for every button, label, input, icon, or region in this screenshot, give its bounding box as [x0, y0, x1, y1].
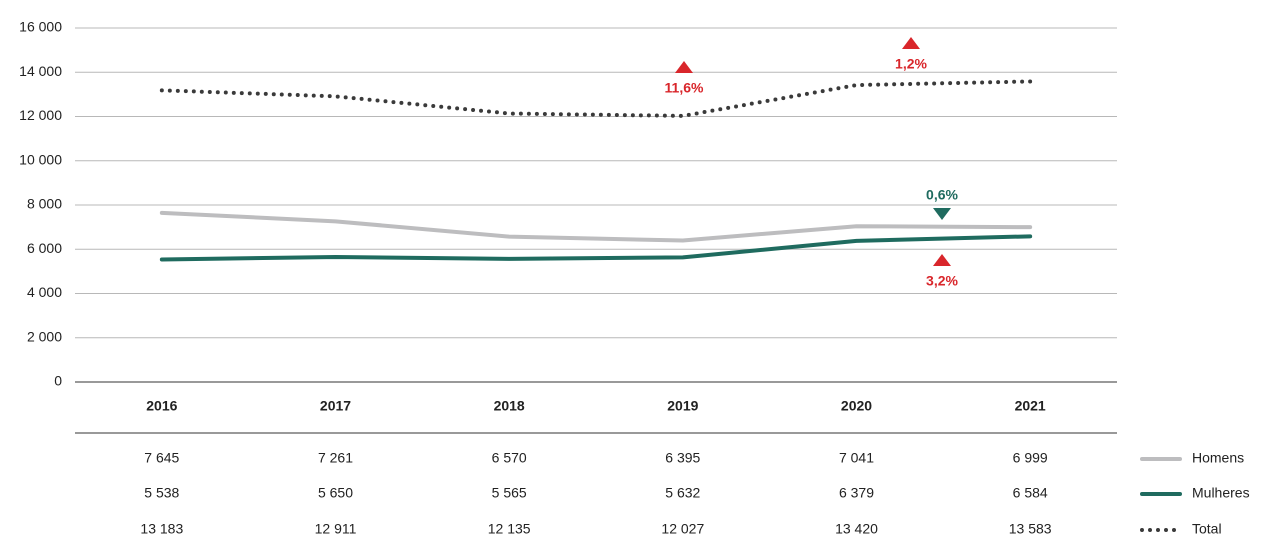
x-tick-label: 2020: [841, 398, 872, 414]
legend-label: Total: [1192, 521, 1222, 537]
series-line: [159, 79, 1033, 118]
table-value: 6 379: [839, 485, 874, 501]
x-tick-label: 2016: [146, 398, 177, 414]
table-value: 6 570: [492, 450, 527, 466]
table-value: 12 135: [488, 521, 531, 537]
table-value: 13 183: [140, 521, 183, 537]
table-value: 7 261: [318, 450, 353, 466]
table-value: 6 584: [1013, 485, 1048, 501]
x-tick-label: 2018: [494, 398, 525, 414]
x-tick-label: 2019: [667, 398, 698, 414]
annotation-label: 3,2%: [926, 273, 958, 289]
y-tick-label: 14 000: [19, 63, 62, 79]
table-value: 12 911: [315, 521, 357, 537]
table-value: 13 583: [1009, 521, 1052, 537]
y-tick-label: 4 000: [27, 284, 62, 300]
table-value: 6 395: [665, 450, 700, 466]
annotation-label: 0,6%: [926, 187, 958, 203]
table-value: 13 420: [835, 521, 878, 537]
series-line: [159, 210, 1033, 243]
y-tick-label: 8 000: [27, 196, 62, 212]
y-tick-label: 2 000: [27, 328, 62, 344]
y-tick-label: 10 000: [19, 151, 62, 167]
annotation-arrow: [933, 208, 951, 220]
table-value: 5 538: [144, 485, 179, 501]
annotation-arrow: [902, 37, 920, 49]
table-value: 7 041: [839, 450, 874, 466]
table-value: 5 650: [318, 485, 353, 501]
table-value: 12 027: [661, 521, 704, 537]
x-tick-label: 2021: [1015, 398, 1046, 414]
y-tick-label: 12 000: [19, 107, 62, 123]
y-tick-label: 0: [54, 373, 62, 389]
legend-label: Mulheres: [1192, 485, 1250, 501]
table-value: 5 632: [665, 485, 700, 501]
x-tick-label: 2017: [320, 398, 351, 414]
annotation-label: 11,6%: [665, 80, 704, 96]
y-tick-label: 16 000: [19, 19, 62, 35]
annotation-label: 1,2%: [895, 56, 927, 72]
legend-label: Homens: [1192, 450, 1244, 466]
y-tick-label: 6 000: [27, 240, 62, 256]
table-value: 5 565: [492, 485, 527, 501]
series-line: [159, 234, 1033, 262]
table-value: 6 999: [1013, 450, 1048, 466]
table-value: 7 645: [144, 450, 179, 466]
annotation-arrow: [933, 254, 951, 266]
annotation-arrow: [675, 61, 693, 73]
